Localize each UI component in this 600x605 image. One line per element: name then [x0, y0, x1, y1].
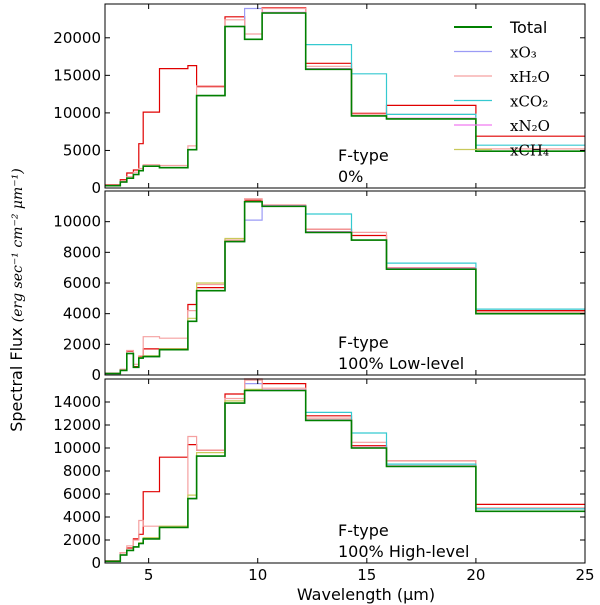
- annotation-line: 100% High-level: [338, 542, 469, 561]
- legend-label: xCO₂: [510, 93, 548, 111]
- legend-label: xO₃: [510, 44, 537, 62]
- annotation-line: F-type: [338, 521, 389, 540]
- annotation-line: 100% Low-level: [338, 354, 464, 373]
- y-axis-label: Spectral Flux (erg sec⁻¹ cm⁻² μm⁻¹): [7, 168, 26, 432]
- panel-middle: 0 2000 4000 6000 8000 10000 F-type 100% Low-lev…: [53, 190, 586, 384]
- y-tick-label: 0: [91, 554, 101, 572]
- y-axis-label-units: (erg sec⁻¹ cm⁻² μm⁻¹): [10, 168, 26, 322]
- legend: Total xO₃ xH₂O xCO₂ xN₂O xCH₄: [454, 18, 550, 160]
- x-tick-label: 5: [144, 566, 154, 584]
- series-line-middle-total: [105, 200, 585, 375]
- y-tick-label: 10000: [53, 439, 101, 457]
- y-tick-label: 15000: [53, 66, 101, 84]
- panel-frame-top: [104, 3, 586, 189]
- annotation-line: F-type: [338, 146, 389, 165]
- y-tick-label: 0: [91, 179, 101, 197]
- series-line-top-total: [105, 12, 585, 187]
- legend-label: xH₂O: [510, 68, 550, 86]
- legend-label: xN₂O: [510, 117, 550, 135]
- y-tick-label: 6000: [63, 485, 101, 503]
- panel-top: 0 5000 10000 15000 20000 F-type 0%: [53, 3, 586, 197]
- y-tick-label: 10000: [53, 104, 101, 122]
- legend-label: xCH₄: [510, 142, 549, 160]
- y-tick-label: 4000: [63, 305, 101, 323]
- x-axis-label: Wavelength (μm): [297, 585, 435, 604]
- y-tick-label: 10000: [53, 213, 101, 231]
- svg-text:Spectral Flux (erg sec⁻¹ cm⁻²: Spectral Flux (erg sec⁻¹ cm⁻² μm⁻¹): [7, 168, 26, 432]
- y-tick-label: 4000: [63, 508, 101, 526]
- y-axis-label-main: Spectral Flux: [7, 327, 26, 431]
- series-line-bottom-total: [105, 389, 585, 563]
- y-tick-label: 6000: [63, 274, 101, 292]
- x-tick-label: 15: [357, 566, 376, 584]
- panel-annotation-top: F-type 0%: [338, 146, 389, 186]
- y-tick-label: 12000: [53, 416, 101, 434]
- y-tick-label: 0: [91, 366, 101, 384]
- y-tick-label: 2000: [63, 335, 101, 353]
- y-tick-label: 8000: [63, 462, 101, 480]
- y-tick-label: 5000: [63, 141, 101, 159]
- x-tick-label: 20: [466, 566, 485, 584]
- x-tick-label: 10: [248, 566, 267, 584]
- annotation-line: 0%: [338, 167, 363, 186]
- x-tick-label: 25: [575, 566, 594, 584]
- annotation-line: F-type: [338, 333, 389, 352]
- legend-label: Total: [509, 18, 547, 37]
- y-tick-label: 14000: [53, 393, 101, 411]
- panel-bottom: 0 2000 4000 6000 8000 10000 12000 14000 F-type 10…: [53, 378, 586, 572]
- y-tick-label: 8000: [63, 243, 101, 261]
- y-tick-label: 2000: [63, 531, 101, 549]
- panel-annotation-bottom: F-type 100% High-level: [338, 521, 469, 561]
- y-tick-label: 20000: [53, 29, 101, 47]
- panel-annotation-middle: F-type 100% Low-level: [338, 333, 464, 373]
